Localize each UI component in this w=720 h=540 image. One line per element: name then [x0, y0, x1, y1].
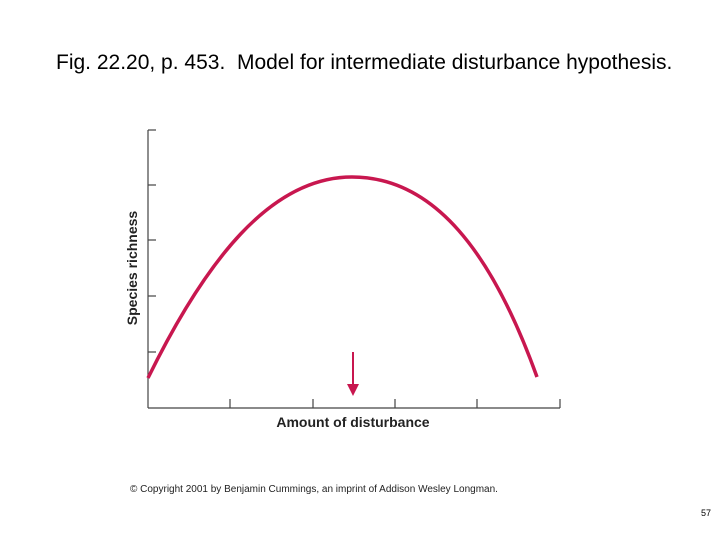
y-axis-label: Species richness — [124, 211, 140, 326]
page-number: 57 — [701, 508, 711, 518]
copyright: © Copyright 2001 by Benjamin Cummings, a… — [130, 484, 498, 495]
x-axis-label: Amount of disturbance — [276, 414, 429, 430]
arrow-head — [347, 384, 359, 396]
slide-title: Fig. 22.20, p. 453. Model for intermedia… — [56, 51, 673, 74]
axes — [147, 129, 561, 409]
richness-curve — [146, 175, 539, 379]
